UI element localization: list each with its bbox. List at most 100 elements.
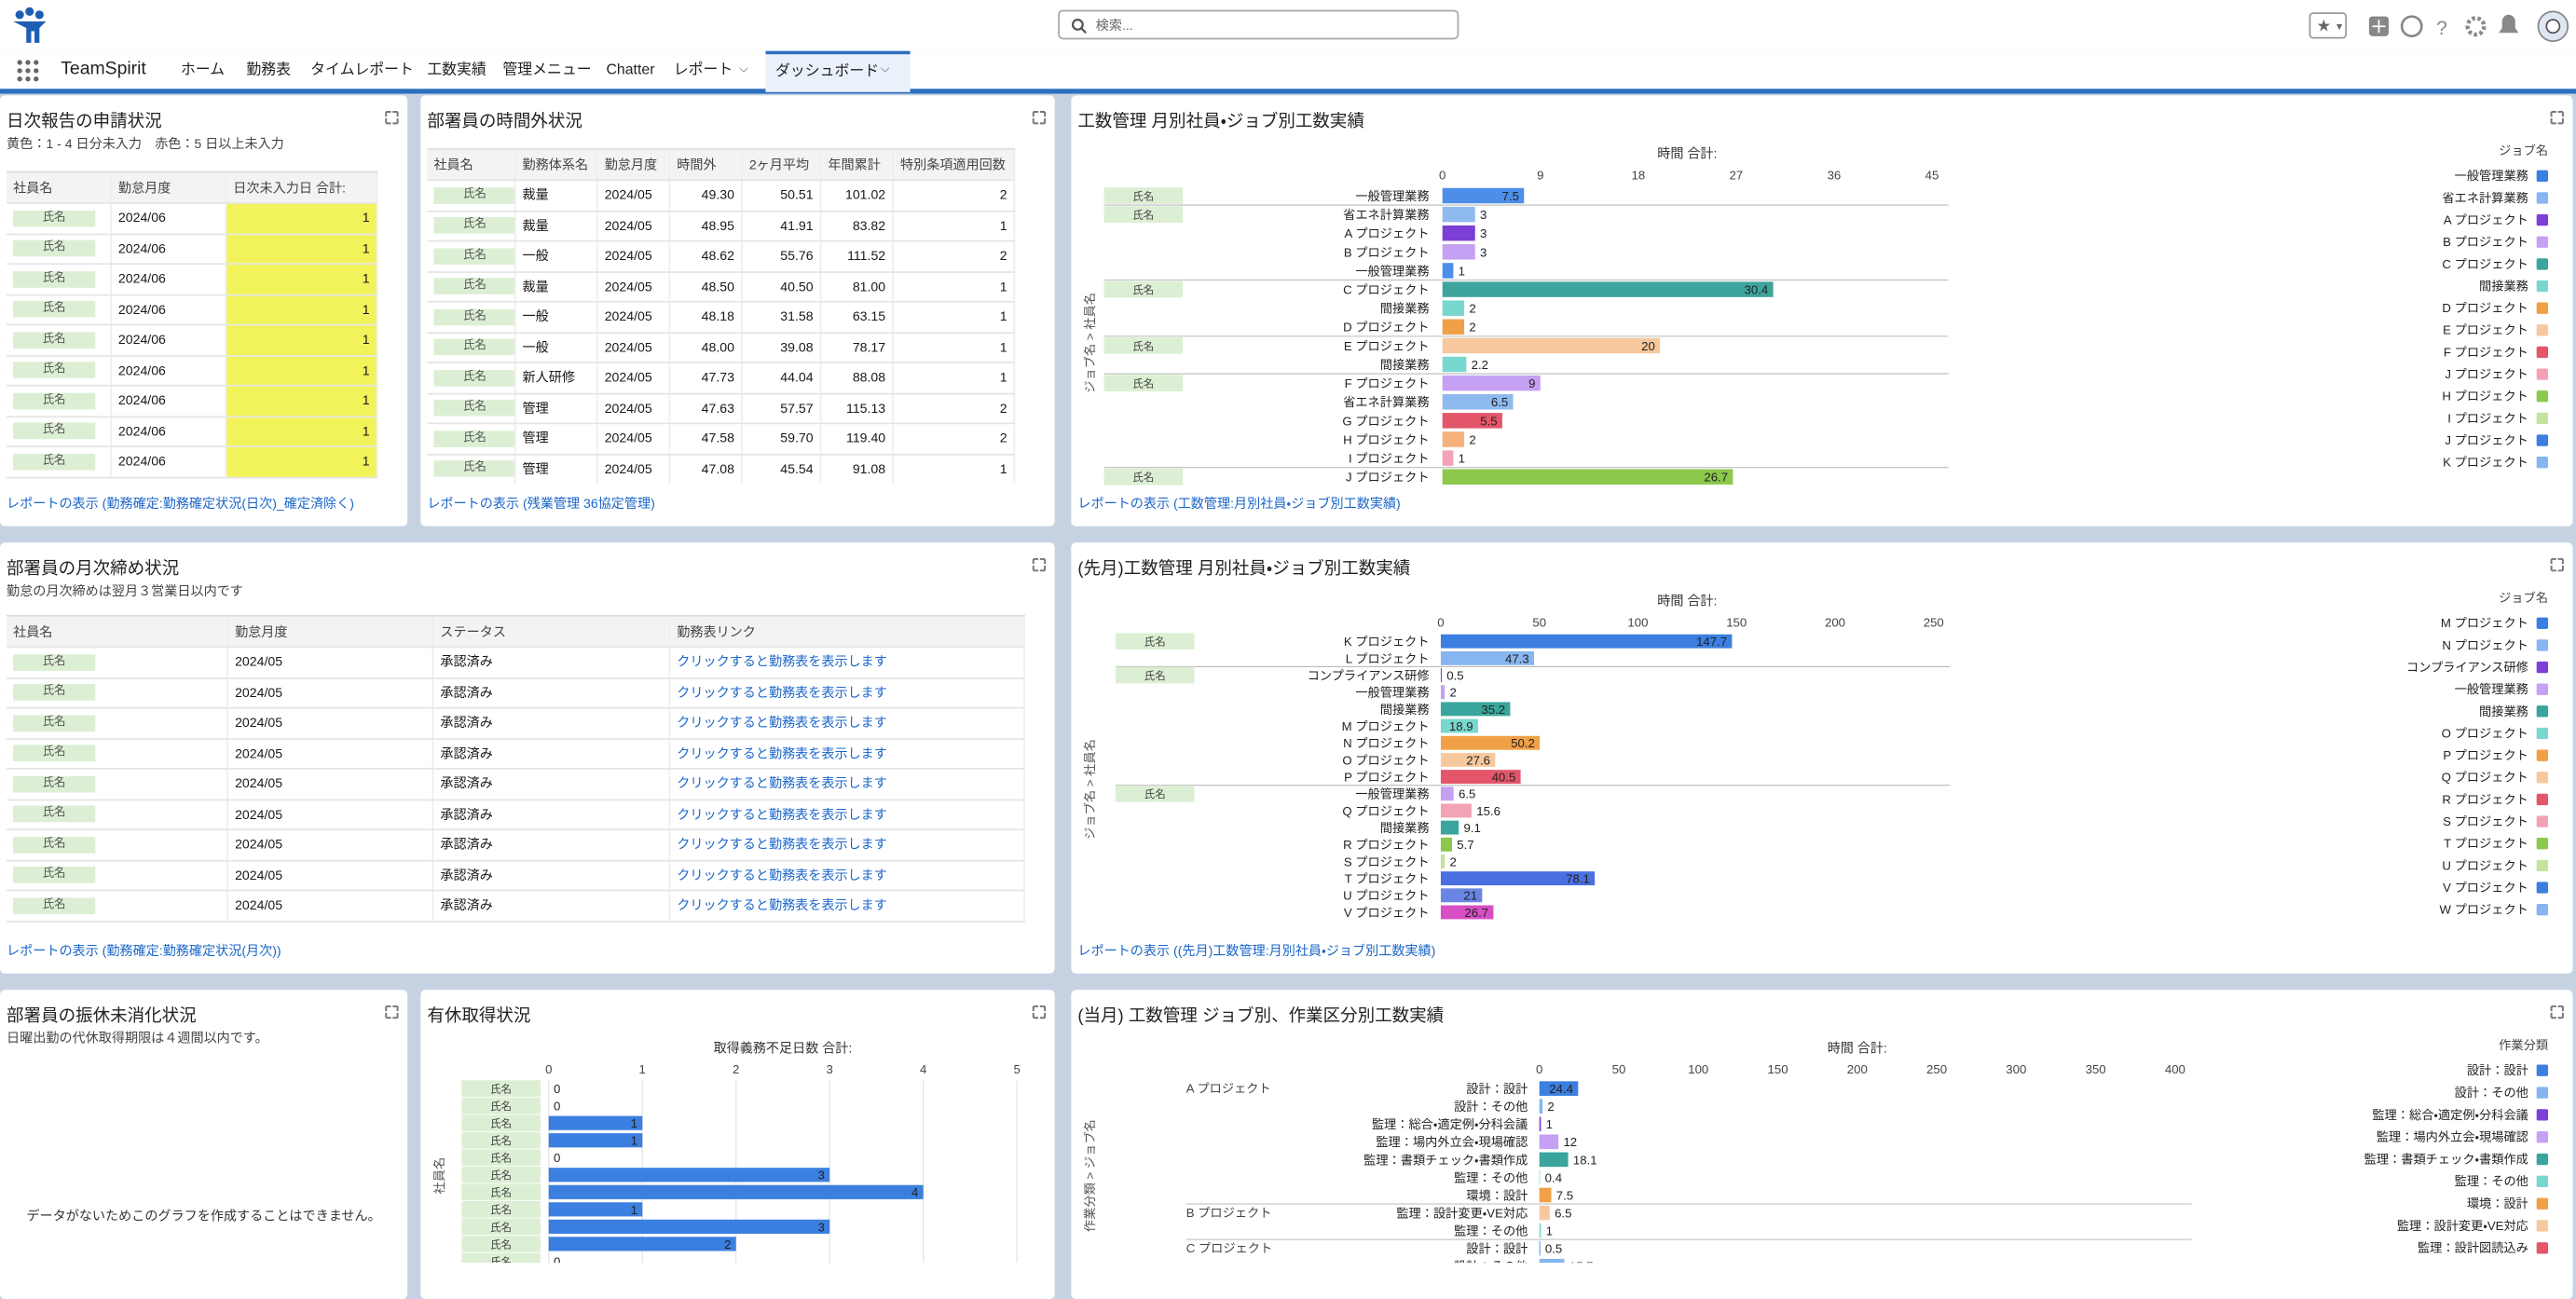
column-header[interactable]: 時間外 xyxy=(670,149,743,180)
column-header[interactable]: 日次未入力日 合計: xyxy=(226,172,378,203)
legend-label[interactable]: D プロジェクト xyxy=(2442,301,2528,315)
legend-label[interactable]: I プロジェクト xyxy=(2447,411,2528,425)
nav-tab[interactable]: Chatter xyxy=(606,61,655,77)
x-tick-label: 2 xyxy=(733,1062,739,1076)
legend-label[interactable]: 環境：設計 xyxy=(2467,1196,2528,1210)
report-link[interactable]: レポートの表示 (工数管理:月別社員・ジョブ別工数実績) xyxy=(1077,496,1401,512)
employee-name: 氏名 xyxy=(433,248,514,265)
column-header[interactable]: 社員名 xyxy=(427,149,516,180)
table-cell: 39.08 xyxy=(743,333,822,362)
expand-icon[interactable] xyxy=(2550,557,2565,572)
legend-label[interactable]: W プロジェクト xyxy=(2439,903,2528,917)
legend-label[interactable]: 間接業務 xyxy=(2479,704,2528,718)
legend-label[interactable]: 監理：総合・適定例・分科会議 xyxy=(2372,1108,2528,1122)
expand-icon[interactable] xyxy=(384,110,399,125)
table-cell: 氏名 xyxy=(7,769,229,799)
legend-label[interactable]: F プロジェクト xyxy=(2444,345,2528,359)
table-cell[interactable]: クリックすると勤務表を表示します xyxy=(670,860,1025,890)
legend-label[interactable]: 一般管理業務 xyxy=(2455,682,2528,696)
legend-label[interactable]: K プロジェクト xyxy=(2443,456,2528,470)
nav-tab[interactable]: 工数実績 xyxy=(427,61,486,77)
search-box[interactable]: 検索... xyxy=(1058,9,1459,40)
table-cell: 承認済み xyxy=(433,739,671,769)
legend-label[interactable]: 設計：設計 xyxy=(2467,1063,2528,1077)
report-link[interactable]: レポートの表示 (勤務確定:勤務確定状況(月次)) xyxy=(7,943,281,959)
legend-label[interactable]: 監理：場内外立会・現場確認 xyxy=(2377,1130,2528,1144)
expand-icon[interactable] xyxy=(1032,110,1047,125)
table-row: 氏名 2024/06 1 xyxy=(7,386,378,417)
column-header[interactable]: 勤怠月度 xyxy=(112,172,227,203)
legend-label[interactable]: N プロジェクト xyxy=(2442,638,2528,652)
legend-swatch xyxy=(2536,1175,2549,1188)
data-label: 27.6 xyxy=(1466,753,1490,767)
legend-label[interactable]: 間接業務 xyxy=(2479,279,2528,293)
expand-icon[interactable] xyxy=(2550,1005,2565,1019)
table-cell[interactable]: クリックすると勤務表を表示します xyxy=(670,891,1025,921)
employee-name: 氏名 xyxy=(13,684,96,702)
table-cell[interactable]: クリックすると勤務表を表示します xyxy=(670,800,1025,829)
column-header[interactable]: 勤務表リンク xyxy=(670,616,1025,647)
legend-label[interactable]: E プロジェクト xyxy=(2443,323,2528,337)
expand-icon[interactable] xyxy=(1032,1005,1047,1019)
legend-label[interactable]: V プロジェクト xyxy=(2443,881,2528,895)
column-header[interactable]: 勤務体系名 xyxy=(516,149,598,180)
legend-label[interactable]: J プロジェクト xyxy=(2445,433,2528,447)
legend-label[interactable]: S プロジェクト xyxy=(2443,814,2528,828)
legend-label[interactable]: T プロジェクト xyxy=(2444,837,2528,851)
table-cell[interactable]: クリックすると勤務表を表示します xyxy=(670,739,1025,769)
nav-tab[interactable]: タイムレポート xyxy=(310,61,414,77)
legend-label[interactable]: 省エネ計算業務 xyxy=(2442,191,2528,205)
expand-icon[interactable] xyxy=(384,1005,399,1019)
legend-label[interactable]: R プロジェクト xyxy=(2442,792,2528,806)
nav-tab[interactable]: レポート xyxy=(673,61,733,77)
column-header[interactable]: 社員名 xyxy=(7,172,112,203)
column-header[interactable]: 勤怠月度 xyxy=(598,149,671,180)
report-link[interactable]: レポートの表示 ((先月)工数管理:月別社員・ジョブ別工数実績) xyxy=(1077,943,1436,959)
table-cell[interactable]: クリックすると勤務表を表示します xyxy=(670,708,1025,738)
header-icons[interactable]: ★ ▼ ? xyxy=(2307,10,2569,43)
legend-label[interactable]: O プロジェクト xyxy=(2442,726,2528,740)
legend-label[interactable]: コンプライアンス研修 xyxy=(2406,660,2528,674)
report-link[interactable]: レポートの表示 (勤務確定:勤務確定状況(日次)_確定済除く) xyxy=(7,496,354,512)
nav-tab[interactable]: ダッシュボード xyxy=(765,50,911,92)
table-cell: 氏名 xyxy=(427,424,516,454)
bar-category: N プロジェクト xyxy=(1343,736,1429,750)
legend-label[interactable]: P プロジェクト xyxy=(2443,748,2528,762)
column-header[interactable]: 社員名 xyxy=(7,616,229,647)
legend-label[interactable]: 監理：その他 xyxy=(2455,1174,2528,1188)
report-link[interactable]: レポートの表示 (残業管理 36協定管理) xyxy=(427,496,655,512)
data-label: 0 xyxy=(554,1082,560,1096)
app-logo[interactable] xyxy=(7,5,56,48)
table-cell: 2024/05 xyxy=(228,891,434,921)
svg-text:▼: ▼ xyxy=(2335,21,2344,33)
nav-tab[interactable]: 管理メニュー xyxy=(502,61,592,77)
table-cell[interactable]: クリックすると勤務表を表示します xyxy=(670,677,1025,707)
column-header[interactable]: 勤怠月度 xyxy=(228,616,434,647)
column-header[interactable]: 2ヶ月平均 xyxy=(743,149,822,180)
table-cell[interactable]: クリックすると勤務表を表示します xyxy=(670,830,1025,859)
legend-label[interactable]: 監理：書類チェック・書類作成 xyxy=(2364,1152,2528,1166)
legend-label[interactable]: 監理：設計変更・VE対応 xyxy=(2397,1219,2528,1233)
expand-icon[interactable] xyxy=(2550,110,2565,125)
legend-label[interactable]: H プロジェクト xyxy=(2442,390,2528,403)
legend-label[interactable]: 監理：設計図読込み xyxy=(2418,1241,2528,1255)
app-launcher[interactable] xyxy=(17,60,40,83)
legend-label[interactable]: J プロジェクト xyxy=(2445,367,2528,381)
legend-label[interactable]: Q プロジェクト xyxy=(2442,771,2528,785)
table-cell[interactable]: クリックすると勤務表を表示します xyxy=(670,648,1025,677)
nav-tab[interactable]: 勤務表 xyxy=(246,61,292,77)
legend-label[interactable]: C プロジェクト xyxy=(2442,257,2528,271)
legend-label[interactable]: A プロジェクト xyxy=(2444,213,2528,227)
table-cell[interactable]: クリックすると勤務表を表示します xyxy=(670,769,1025,799)
legend-label[interactable]: M プロジェクト xyxy=(2441,616,2528,630)
table-cell: 1 xyxy=(894,302,1016,332)
legend-label[interactable]: B プロジェクト xyxy=(2443,235,2528,249)
column-header[interactable]: 特別条項適用回数 xyxy=(894,149,1016,180)
legend-label[interactable]: 設計：その他 xyxy=(2455,1086,2528,1100)
expand-icon[interactable] xyxy=(1032,557,1047,572)
legend-label[interactable]: U プロジェクト xyxy=(2442,858,2528,872)
column-header[interactable]: ステータス xyxy=(433,616,671,647)
column-header[interactable]: 年間累計 xyxy=(821,149,894,180)
nav-tab[interactable]: ホーム xyxy=(180,61,226,77)
legend-label[interactable]: 一般管理業務 xyxy=(2455,169,2528,183)
